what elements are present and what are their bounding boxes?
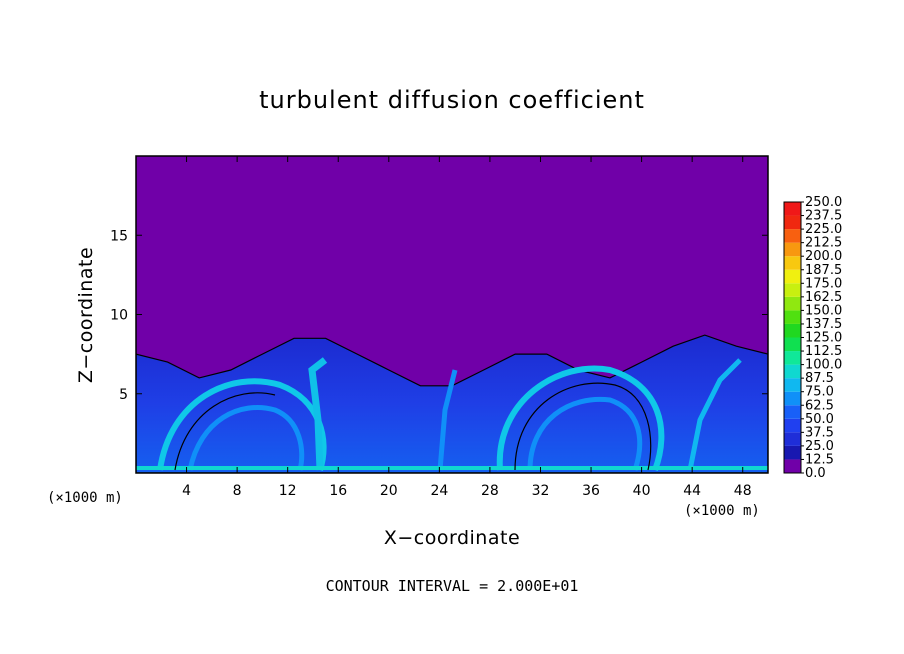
- x-axis-label: X−coordinate: [383, 527, 521, 549]
- colorbar-label: 25.0: [805, 439, 834, 454]
- plume-44: [687, 358, 742, 471]
- y-axis-ticks: 5 10 15: [110, 228, 768, 403]
- colorbar-swatch: [784, 378, 801, 392]
- plume-16: [308, 357, 328, 471]
- colorbar-swatch: [784, 364, 801, 379]
- x-tick-label: 12: [279, 483, 297, 499]
- chart-title: turbulent diffusion coefficient: [259, 86, 645, 114]
- y-tick-label: 5: [119, 387, 128, 403]
- colorbar-swatch: [784, 405, 801, 419]
- colorbar-label: 100.0: [805, 358, 842, 373]
- y-tick-label: 15: [110, 228, 128, 244]
- colorbar-swatch: [784, 310, 801, 324]
- x-tick-label: 40: [633, 483, 651, 499]
- colorbar-label: 187.5: [805, 263, 842, 278]
- colorbar-label: 150.0: [805, 303, 842, 318]
- colorbar-swatch: [784, 229, 801, 243]
- colorbar-swatch: [784, 391, 801, 406]
- x-tick-label: 20: [380, 483, 398, 499]
- colorbar-label: 37.5: [805, 425, 834, 440]
- colorbar-label: 50.0: [805, 412, 834, 427]
- y-tick-label: 10: [110, 308, 128, 324]
- eddy-contour-right: [514, 382, 652, 471]
- eddy-ring-right: [496, 365, 665, 472]
- colorbar: 0.012.525.037.550.062.575.087.5100.0112.…: [783, 195, 842, 481]
- colorbar-label: 175.0: [805, 276, 842, 291]
- x-axis-ticks: 4 8 12 16 20 24 28 32 36 40 44 48: [182, 156, 752, 499]
- colorbar-label: 250.0: [805, 195, 842, 210]
- x-tick-label: 16: [329, 483, 347, 499]
- x-tick-label: 24: [430, 483, 448, 499]
- colorbar-swatch: [784, 215, 801, 230]
- x-tick-label: 32: [532, 483, 550, 499]
- colorbar-swatch: [784, 418, 801, 433]
- x-tick-label: 28: [481, 483, 499, 499]
- colorbar-swatch: [784, 445, 801, 460]
- eddy-ring-left: [157, 378, 327, 471]
- x-tick-label: 36: [582, 483, 600, 499]
- colorbar-label: 237.5: [805, 209, 842, 224]
- colorbar-swatch: [784, 202, 801, 216]
- x-unit-label-right: (×1000 m): [684, 503, 760, 519]
- x-tick-label: 48: [734, 483, 752, 499]
- colorbar-swatch: [784, 296, 801, 311]
- colorbar-label: 87.5: [805, 371, 834, 386]
- turbulent-layer: [136, 334, 768, 473]
- colorbar-swatch: [784, 256, 801, 270]
- colorbar-swatch: [784, 283, 801, 297]
- eddy-contour-left: [174, 392, 276, 471]
- x-tick-label: 4: [182, 483, 191, 499]
- colorbar-swatch: [784, 269, 801, 284]
- colorbar-label: 62.5: [805, 398, 834, 413]
- plot-field: [136, 334, 768, 473]
- eddy-ring-right-inner: [527, 396, 643, 471]
- colorbar-swatch: [784, 351, 801, 365]
- x-tick-label: 44: [683, 483, 701, 499]
- plume-24: [437, 369, 458, 471]
- colorbar-swatch: [784, 337, 801, 352]
- colorbar-label: 162.5: [805, 290, 842, 305]
- contour-interval-note: CONTOUR INTERVAL = 2.000E+01: [325, 577, 579, 595]
- colorbar-label: 125.0: [805, 331, 842, 346]
- colorbar-label: 112.5: [805, 344, 842, 359]
- colorbar-swatch: [784, 459, 801, 473]
- colorbar-label: 212.5: [805, 236, 842, 251]
- colorbar-swatch: [784, 323, 801, 338]
- eddy-features: [136, 357, 768, 472]
- colorbar-label: 75.0: [805, 385, 834, 400]
- colorbar-label: 12.5: [805, 452, 834, 467]
- colorbar-label: 0.0: [805, 466, 826, 481]
- colorbar-swatch: [784, 432, 801, 446]
- x-tick-label: 8: [233, 483, 242, 499]
- colorbar-label: 137.5: [805, 317, 842, 332]
- colorbar-label: 225.0: [805, 222, 842, 237]
- eddy-ring-left-inner: [187, 405, 305, 471]
- colorbar-label: 200.0: [805, 249, 842, 264]
- colorbar-swatch: [784, 242, 801, 257]
- x-unit-label-left: (×1000 m): [47, 490, 123, 506]
